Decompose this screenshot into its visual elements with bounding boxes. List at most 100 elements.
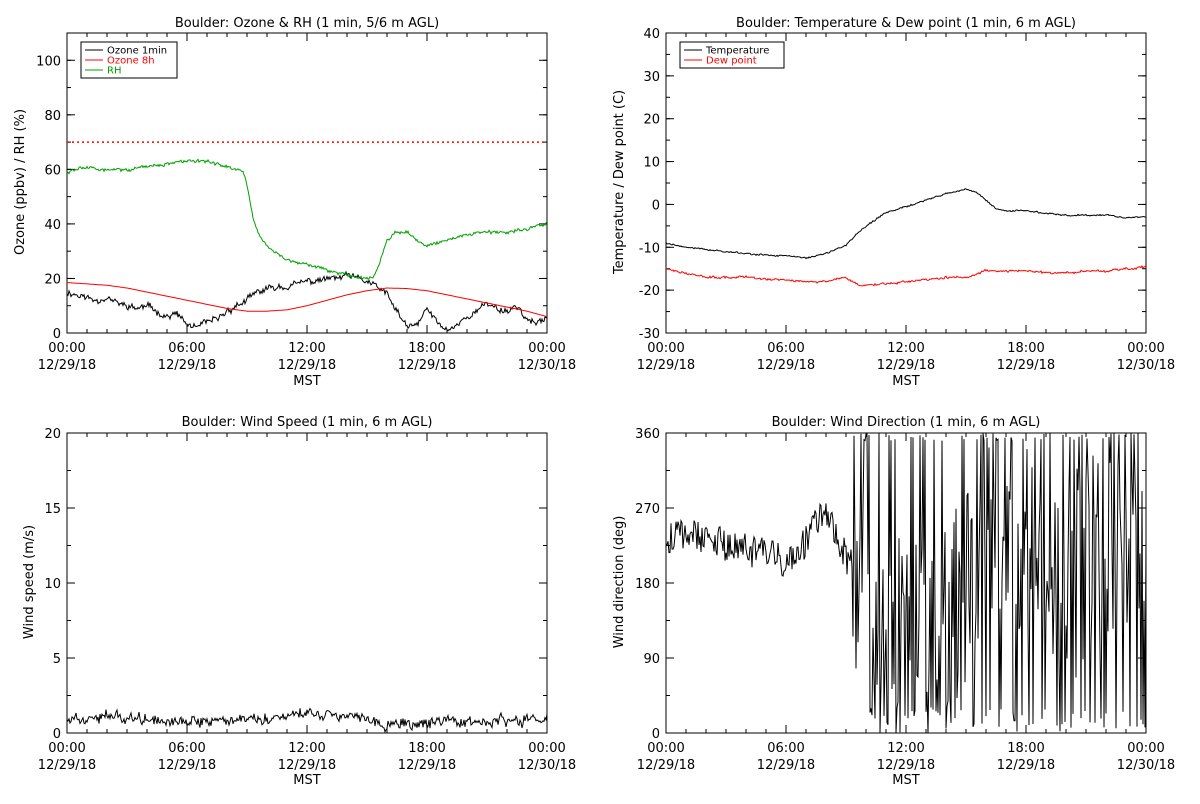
x-tick-date-label: 12/29/18 (997, 358, 1055, 373)
x-axis-label: MST (892, 773, 919, 788)
y-tick-label: 40 (44, 218, 61, 233)
legend-box (80, 41, 178, 79)
y-axis-label: Temperature / Dew point (C) (612, 90, 627, 275)
legend-label: RH (107, 66, 121, 77)
y-tick-label: 0 (53, 327, 61, 342)
x-tick-date-label: 12/29/18 (877, 358, 935, 373)
x-tick-date-label: 12/30/18 (1117, 758, 1175, 773)
x-tick-date-label: 12/29/18 (757, 358, 815, 373)
legend-label: Dew point (706, 56, 757, 67)
x-tick-date-label: 12/30/18 (518, 358, 576, 373)
series-temperature (665, 188, 1147, 260)
y-tick-label: 10 (643, 156, 660, 171)
y-tick-label: 0 (53, 727, 61, 742)
wind-speed-panel: Boulder: Wind Speed (1 min, 6 m AGL) Win… (22, 415, 576, 788)
x-tick-date-label: 12/29/18 (278, 358, 336, 373)
y-tick-label: 100 (36, 54, 61, 69)
y-tick-label: 80 (44, 109, 61, 124)
y-tick-label: 0 (652, 727, 660, 742)
x-tick-date-label: 12/29/18 (398, 358, 456, 373)
y-tick-label: 180 (635, 577, 660, 592)
x-tick-date-label: 12/29/18 (637, 758, 695, 773)
x-tick-date-label: 12/29/18 (158, 358, 216, 373)
y-tick-label: -10 (639, 241, 660, 256)
x-tick-label: 12:00 (887, 341, 924, 356)
series-line (665, 432, 1147, 734)
x-tick-date-label: 12/30/18 (518, 758, 576, 773)
y-tick-label: 0 (652, 198, 660, 213)
series-ozone-1min (66, 270, 548, 332)
x-tick-date-label: 12/29/18 (997, 758, 1055, 773)
y-tick-label: 20 (44, 427, 61, 442)
series-ozone-8h (66, 282, 548, 318)
y-axis-label: Wind speed (m/s) (22, 525, 37, 639)
x-tick-label: 00:00 (48, 341, 85, 356)
x-tick-label: 00:00 (647, 341, 684, 356)
y-tick-label: 15 (44, 502, 61, 517)
plot-area: 0 5 10 15 20 00:00 12/29/18 06:00 12/29/18 12:00 1… (38, 427, 576, 773)
y-axis-label: Wind direction (deg) (612, 516, 627, 649)
y-tick-label: 60 (44, 163, 61, 178)
wind-direction-panel: Boulder: Wind Direction (1 min, 6 m AGL)… (612, 415, 1175, 788)
x-tick-label: 18:00 (408, 741, 445, 756)
series-dew-point (665, 264, 1147, 287)
x-tick-label: 00:00 (48, 741, 85, 756)
x-tick-date-label: 12/29/18 (278, 758, 336, 773)
x-tick-label: 00:00 (647, 741, 684, 756)
y-tick-label: 20 (44, 272, 61, 287)
plot-frame (665, 32, 1147, 334)
x-axis-label: MST (892, 374, 919, 389)
x-tick-label: 00:00 (528, 341, 565, 356)
x-tick-date-label: 12/29/18 (38, 758, 96, 773)
chart-title: Boulder: Wind Speed (1 min, 6 m AGL) (182, 415, 433, 430)
x-tick-date-label: 12/29/18 (398, 758, 456, 773)
x-tick-label: 12:00 (288, 341, 325, 356)
y-tick-label: 20 (643, 113, 660, 128)
plot-frame (66, 432, 548, 734)
x-axis-label: MST (293, 374, 320, 389)
y-axis-label: Ozone (ppbv) / RH (%) (13, 109, 28, 255)
x-tick-date-label: 12/29/18 (158, 758, 216, 773)
x-tick-label: 18:00 (408, 341, 445, 356)
legend-label: Ozone 1min (107, 46, 167, 57)
legend-label: Ozone 8h (107, 56, 155, 67)
ozone-rh-panel: Boulder: Ozone & RH (1 min, 5/6 m AGL) O… (13, 16, 576, 389)
x-tick-date-label: 12/29/18 (877, 758, 935, 773)
series-line (66, 707, 548, 734)
legend-box (679, 41, 785, 69)
x-tick-label: 12:00 (887, 741, 924, 756)
y-tick-label: 40 (643, 27, 660, 42)
y-tick-label: 30 (643, 70, 660, 85)
y-tick-label: 270 (635, 502, 660, 517)
x-tick-label: 12:00 (288, 741, 325, 756)
x-axis-label: MST (293, 773, 320, 788)
x-tick-label: 06:00 (168, 741, 205, 756)
x-tick-date-label: 12/29/18 (38, 358, 96, 373)
x-tick-label: 06:00 (168, 341, 205, 356)
x-tick-label: 18:00 (1007, 741, 1044, 756)
plot-area: -30 -20 -10 0 10 20 30 40 00:00 12/29/18 06:00 12/2… (637, 27, 1175, 373)
y-tick-label: 5 (53, 652, 61, 667)
x-tick-date-label: 12/29/18 (637, 358, 695, 373)
temperature-dewpoint-panel: Boulder: Temperature & Dew point (1 min,… (612, 16, 1175, 389)
x-tick-label: 18:00 (1007, 341, 1044, 356)
plot-area: 0 20 40 60 80 100 00:00 12/29/18 06:00 12/29/18 12… (36, 32, 576, 373)
x-tick-label: 06:00 (767, 741, 804, 756)
series-rh (66, 158, 548, 280)
y-tick-label: 90 (643, 652, 660, 667)
chart-title: Boulder: Ozone & RH (1 min, 5/6 m AGL) (175, 16, 439, 31)
x-tick-label: 00:00 (1127, 741, 1164, 756)
y-tick-label: 360 (635, 427, 660, 442)
y-tick-label: -20 (639, 284, 660, 299)
x-tick-label: 00:00 (1127, 341, 1164, 356)
x-tick-date-label: 12/30/18 (1117, 358, 1175, 373)
plot-area: 0 90 180 270 360 00:00 12/29/18 06:00 12/29/18 12… (635, 427, 1175, 773)
x-tick-label: 06:00 (767, 341, 804, 356)
legend-label: Temperature (705, 46, 769, 57)
x-tick-date-label: 12/29/18 (757, 758, 815, 773)
chart-title: Boulder: Temperature & Dew point (1 min,… (736, 16, 1076, 31)
y-tick-label: 10 (44, 577, 61, 592)
y-tick-label: -30 (639, 327, 660, 342)
